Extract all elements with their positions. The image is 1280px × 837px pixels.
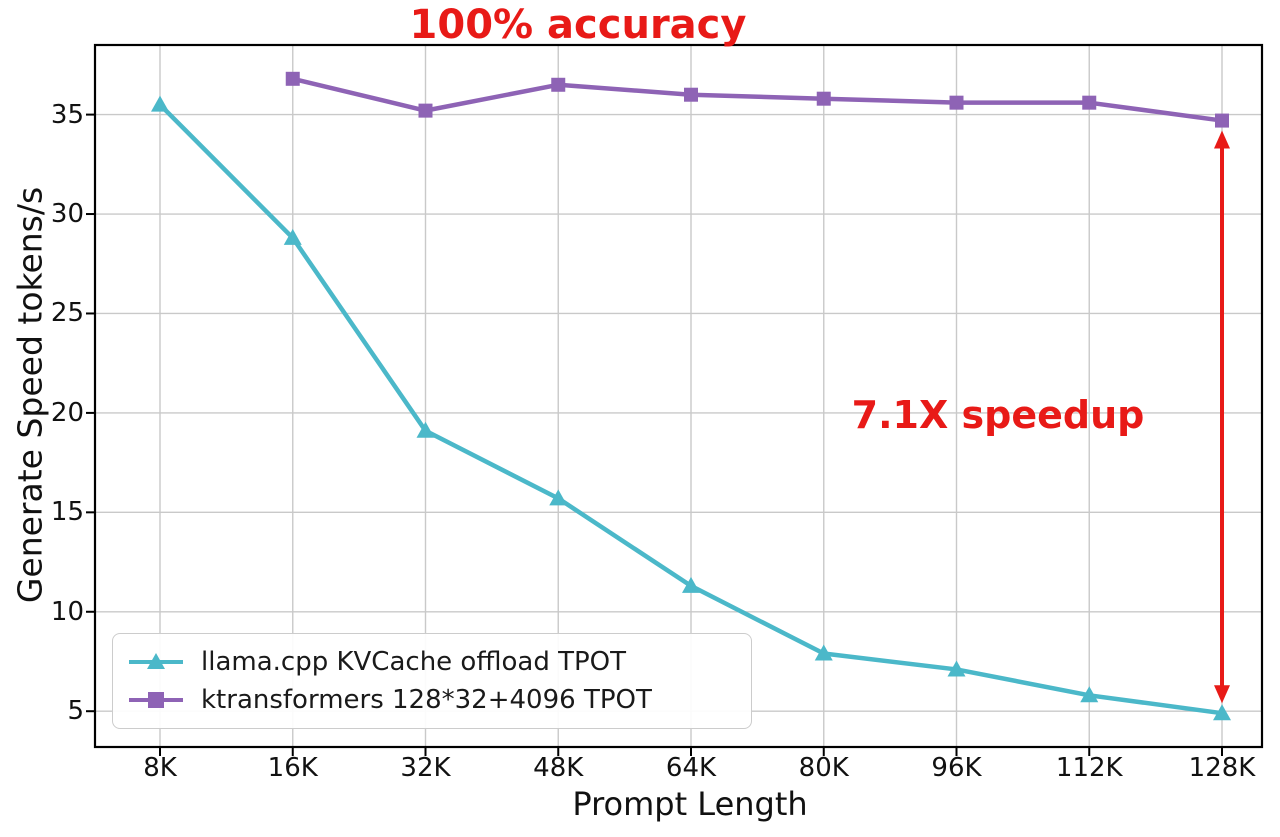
x-tick-label: 32K <box>400 753 451 783</box>
y-tick-label: 5 <box>67 696 84 727</box>
y-axis-label: Generate Speed tokens/s <box>10 186 50 604</box>
speedup-annotation: 7.1X speedup <box>851 393 1145 437</box>
x-tick-label: 96K <box>931 753 982 783</box>
legend: llama.cpp KVCache offload TPOT ktransfor… <box>112 633 752 729</box>
legend-item-ktransformers: ktransformers 128*32+4096 TPOT <box>127 685 737 715</box>
accuracy-annotation: 100% accuracy <box>409 2 747 48</box>
x-tick-label: 48K <box>533 753 584 783</box>
y-tick-label: 20 <box>50 397 84 428</box>
y-tick-label: 35 <box>50 99 84 130</box>
y-tick-label: 25 <box>50 298 84 329</box>
legend-item-llamacpp: llama.cpp KVCache offload TPOT <box>127 647 737 677</box>
triangle-marker-line-icon <box>129 652 183 669</box>
x-tick-label: 16K <box>267 753 318 783</box>
x-tick-label: 8K <box>143 753 177 783</box>
x-tick-label: 128K <box>1188 753 1256 783</box>
y-tick-label: 10 <box>50 596 84 627</box>
y-tick-label: 30 <box>50 199 84 230</box>
y-tick-label: 15 <box>50 497 84 528</box>
legend-label: llama.cpp KVCache offload TPOT <box>201 646 626 677</box>
legend-label: ktransformers 128*32+4096 TPOT <box>201 685 652 716</box>
x-tick-label: 64K <box>665 753 717 783</box>
x-axis-label: Prompt Length <box>572 785 808 823</box>
x-tick-label: 112K <box>1055 753 1123 783</box>
square-marker-line-icon <box>129 692 183 709</box>
x-tick-label: 80K <box>798 753 849 783</box>
